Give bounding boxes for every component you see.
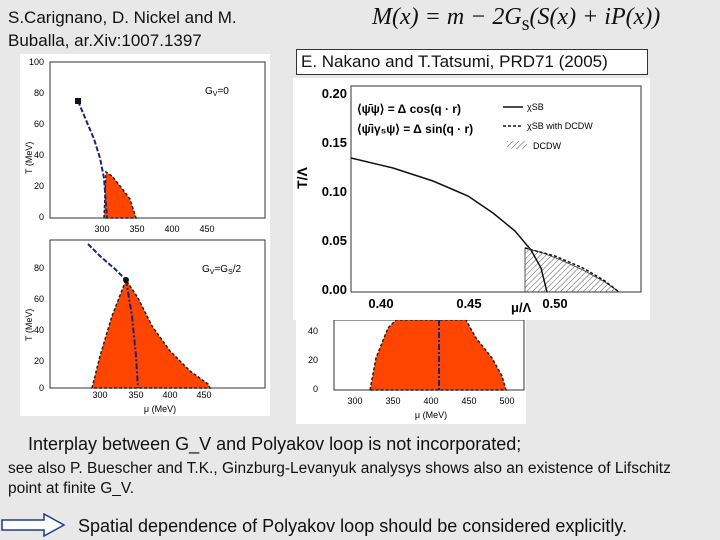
phase-boundary-line [87,243,127,281]
tick-label: 350 [385,396,400,406]
inhomogeneous-phase-region [103,170,138,219]
formula-lhs: M(x) = m − 2G [372,4,522,30]
reference-carignano: S.Carignano, D. Nickel and M. Buballa, a… [8,6,237,52]
gv-label: GV=GS/2 [202,264,242,276]
formula-rhs: (S(x) + iP(x)) [529,4,661,30]
tick-label: 0.05 [322,233,347,248]
dcdw-boundary-line [524,247,620,293]
tick-label: 450 [461,396,476,406]
plot-frame [49,61,266,219]
formula-sub: s [521,12,530,35]
tick-label: 0.20 [322,86,347,101]
x-axis-label: μ (MeV) [144,404,176,414]
tick-label: 0.40 [368,296,393,311]
x-axis-label: μ/Λ [511,300,532,315]
y-axis-label: T (MeV) [24,142,34,174]
inhomogeneous-phase-region [91,278,212,389]
y-axis-label: T/Λ [294,166,310,188]
legend-formula-2: ⟨ψ̄iγ₅ψ⟩ = Δ sin(q · r) [357,122,473,136]
note-line-1: Interplay between G_V and Polyakov loop … [28,434,522,454]
tick-label: 0.10 [322,184,347,199]
critical-point-marker [123,277,129,283]
tick-label: 0.45 [456,296,481,311]
plot-inset: T/Λ 0.20 0.15 0.10 0.05 0.00 0.40 0.45 0… [293,78,650,320]
tick-label: 40 [34,325,44,335]
tick-label: 20 [34,181,44,191]
chisb-line [350,157,548,293]
tick-label: 0 [39,212,44,222]
critical-point-marker [75,98,81,104]
inhomogeneous-phase-region [369,319,507,391]
first-order-line [125,279,139,389]
tick-label: 20 [34,356,44,366]
plot-frame [350,85,642,293]
tick-label: 300 [92,390,107,400]
legend-label-dcdw: DCDW [533,141,561,151]
tick-label: 400 [164,224,179,234]
legend-formula-1: ⟨ψ̄ψ⟩ = Δ cos(q · r) [357,102,461,116]
tick-label: 100 [29,57,44,67]
note-line-3: Spatial dependence of Polyakov loop shou… [78,516,628,536]
tick-label: 60 [34,294,44,304]
tick-label: 0.50 [542,296,567,311]
right-arrow-icon [1,513,66,537]
tick-label: 0 [39,383,44,393]
tick-label: 450 [196,390,211,400]
tick-label: 80 [34,88,44,98]
tick-label: 20 [308,355,318,365]
tick-label: 350 [129,224,144,234]
gv-label: GV=0 [205,86,229,98]
tick-label: 300 [94,224,109,234]
tick-label: 300 [347,396,362,406]
legend-label-chisb: χSB [527,102,544,112]
tick-label: 0.15 [322,135,347,150]
reference-carignano-line2: Buballa, ar.Xiv:1007.1397 [8,31,202,50]
tick-label: 400 [423,396,438,406]
tick-label: 80 [34,263,44,273]
tick-label: 350 [128,390,143,400]
reference-nakano: E. Nakano and T.Tatsumi, PRD71 (2005) [296,49,648,75]
tick-label: 40 [308,326,318,336]
phase-boundary-line [77,100,108,219]
legend-label-chisb-dcdw: χSB with DCDW [527,121,593,131]
tick-label: 400 [162,390,177,400]
legend-swatch-dcdw [507,141,527,149]
plot-top-left: T (MeV) 100 80 60 40 20 0 300 350 400 45… [20,54,270,236]
mass-formula: M(x) = m − 2Gs(S(x) + iP(x)) [372,4,660,36]
tick-label: 60 [34,119,44,129]
y-axis-label: T (MeV) [24,309,34,341]
note-line-2: see also P. Buescher and T.K., Ginzburg-… [8,460,671,497]
tick-label: 0.00 [322,282,347,297]
plot-bottom-left: T (MeV) 80 60 40 20 0 300 350 400 450 μ … [20,236,270,416]
tick-label: 0 [313,384,318,394]
tick-label: 40 [34,150,44,160]
x-axis-label: μ (MeV) [415,410,447,420]
tick-label: 500 [499,396,514,406]
tick-label: 450 [199,224,214,234]
plot-bottom-mid: 40 20 0 300 350 400 450 500 μ (MeV) [296,318,526,424]
reference-carignano-line1: S.Carignano, D. Nickel and M. [8,8,237,27]
